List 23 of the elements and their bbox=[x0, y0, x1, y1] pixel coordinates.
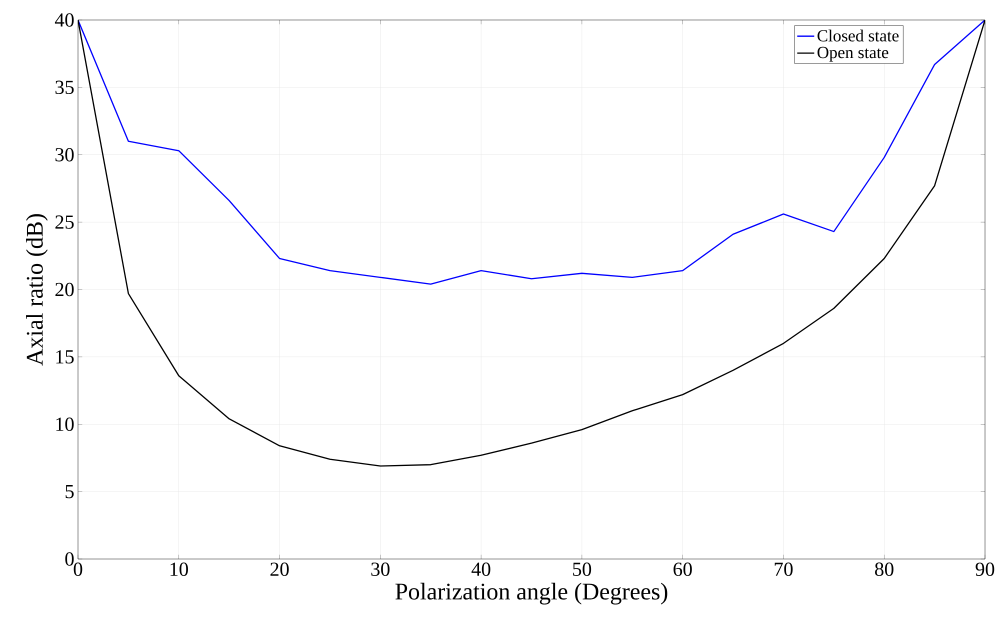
x-tick-label: 90 bbox=[976, 562, 994, 576]
y-tick-label: 40 bbox=[54, 13, 74, 27]
x-tick-label: 60 bbox=[674, 562, 692, 576]
y-tick-label: 0 bbox=[65, 552, 74, 566]
x-tick-label: 0 bbox=[74, 562, 82, 576]
x-tick-label: 20 bbox=[270, 562, 289, 576]
x-tick-label: 30 bbox=[371, 562, 390, 576]
y-tick-label: 20 bbox=[55, 282, 74, 296]
legend-label: Closed state bbox=[818, 30, 899, 42]
y-tick-label: 25 bbox=[55, 215, 74, 229]
x-tick-label: 70 bbox=[774, 562, 793, 576]
y-tick-label: 35 bbox=[56, 80, 74, 94]
x-tick-label: 10 bbox=[170, 562, 188, 576]
y-tick-label: 30 bbox=[56, 148, 74, 162]
y-tick-label: 10 bbox=[56, 418, 74, 431]
y-tick-label: 5 bbox=[66, 485, 74, 498]
x-axis-title: Polarization angle (Degrees) bbox=[395, 582, 668, 605]
x-tick-label: 40 bbox=[472, 562, 490, 576]
x-tick-label: 50 bbox=[573, 562, 592, 576]
y-axis-title: Axial ratio (dB) bbox=[26, 214, 48, 366]
legend-label: Open state bbox=[818, 46, 888, 62]
x-tick-label: 80 bbox=[875, 562, 894, 576]
y-tick-label: 15 bbox=[56, 350, 74, 364]
